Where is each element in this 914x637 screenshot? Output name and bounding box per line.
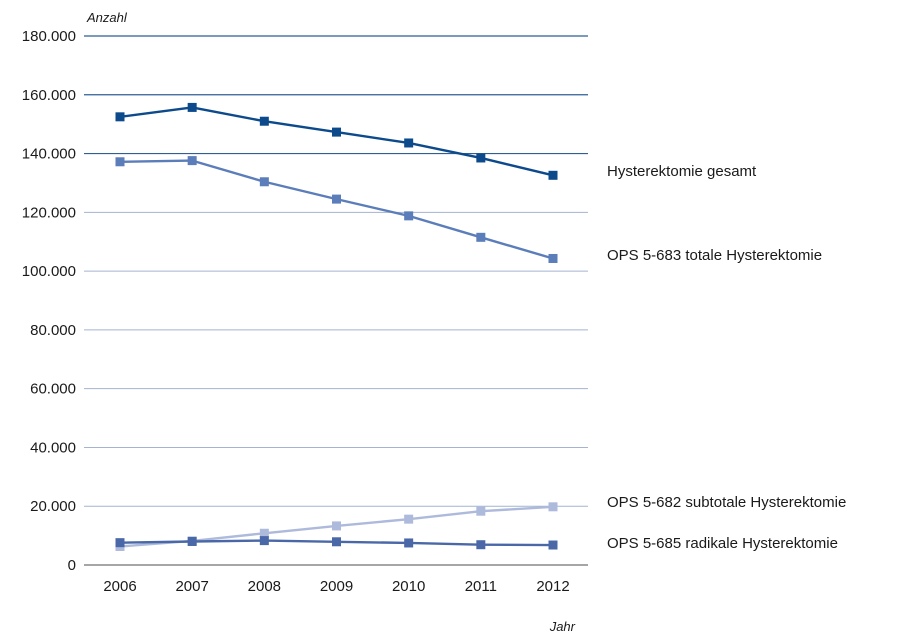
y-tick-label: 20.000 (30, 498, 76, 515)
x-tick-label: 2006 (103, 578, 136, 595)
data-point (259, 116, 269, 126)
data-point (548, 170, 558, 180)
series-2 (115, 156, 558, 263)
y-tick-label: 140.000 (22, 146, 76, 163)
data-point (548, 253, 558, 263)
x-tick-label: 2008 (248, 578, 281, 595)
data-point (115, 112, 125, 122)
y-tick-label: 40.000 (30, 439, 76, 456)
data-point (332, 521, 341, 531)
data-point (332, 127, 341, 137)
data-point (332, 194, 341, 204)
data-point (476, 506, 486, 516)
series-label: OPS 5-682 subtotale Hysterektomie (607, 494, 846, 511)
data-point (187, 102, 197, 112)
data-point (476, 232, 486, 242)
data-point (332, 537, 341, 547)
data-point (259, 177, 269, 187)
data-point (115, 157, 125, 167)
series-line (119, 106, 554, 177)
data-point (476, 153, 486, 163)
data-point (187, 536, 197, 546)
data-point (187, 156, 197, 166)
series-line (119, 159, 554, 260)
x-tick-label: 2010 (392, 578, 425, 595)
y-tick-label: 180.000 (22, 28, 76, 45)
series-labels: Hysterektomie gesamt OPS 5-683 totale Hys… (607, 163, 846, 552)
series-label: OPS 5-685 radikale Hysterektomie (607, 535, 838, 552)
y-tick-label: 0 (68, 557, 76, 574)
y-tick-label: 100.000 (22, 263, 76, 280)
x-tick-label: 2012 (536, 578, 569, 595)
data-point (259, 536, 269, 546)
y-tick-label: 80.000 (30, 322, 76, 339)
x-tick-labels: 2006 2007 2008 2009 2010 2011 2012 (103, 578, 569, 595)
y-axis-title: Anzahl (86, 10, 128, 25)
data-point (404, 138, 414, 148)
x-tick-label: 2007 (175, 578, 208, 595)
series-4 (115, 536, 558, 550)
y-tick-labels: 0 20.000 40.000 60.000 80.000 100.000 120.000 1… (22, 28, 76, 574)
y-tick-label: 160.000 (22, 87, 76, 104)
data-point (404, 538, 414, 548)
series-1 (115, 102, 558, 180)
x-tick-label: 2011 (465, 578, 497, 595)
series-lines (115, 102, 558, 551)
y-tick-label: 60.000 (30, 381, 76, 398)
data-point (404, 211, 414, 221)
data-point (548, 502, 558, 512)
x-tick-label: 2009 (320, 578, 353, 595)
grid-lines (84, 35, 588, 566)
data-point (404, 514, 414, 524)
series-label: Hysterektomie gesamt (607, 163, 757, 180)
series-label: OPS 5-683 totale Hysterektomie (607, 247, 822, 264)
data-point (476, 540, 486, 550)
x-axis-title: Jahr (549, 619, 576, 634)
data-point (259, 528, 269, 538)
data-point (548, 540, 558, 550)
data-point (115, 538, 125, 548)
y-tick-label: 120.000 (22, 204, 76, 221)
